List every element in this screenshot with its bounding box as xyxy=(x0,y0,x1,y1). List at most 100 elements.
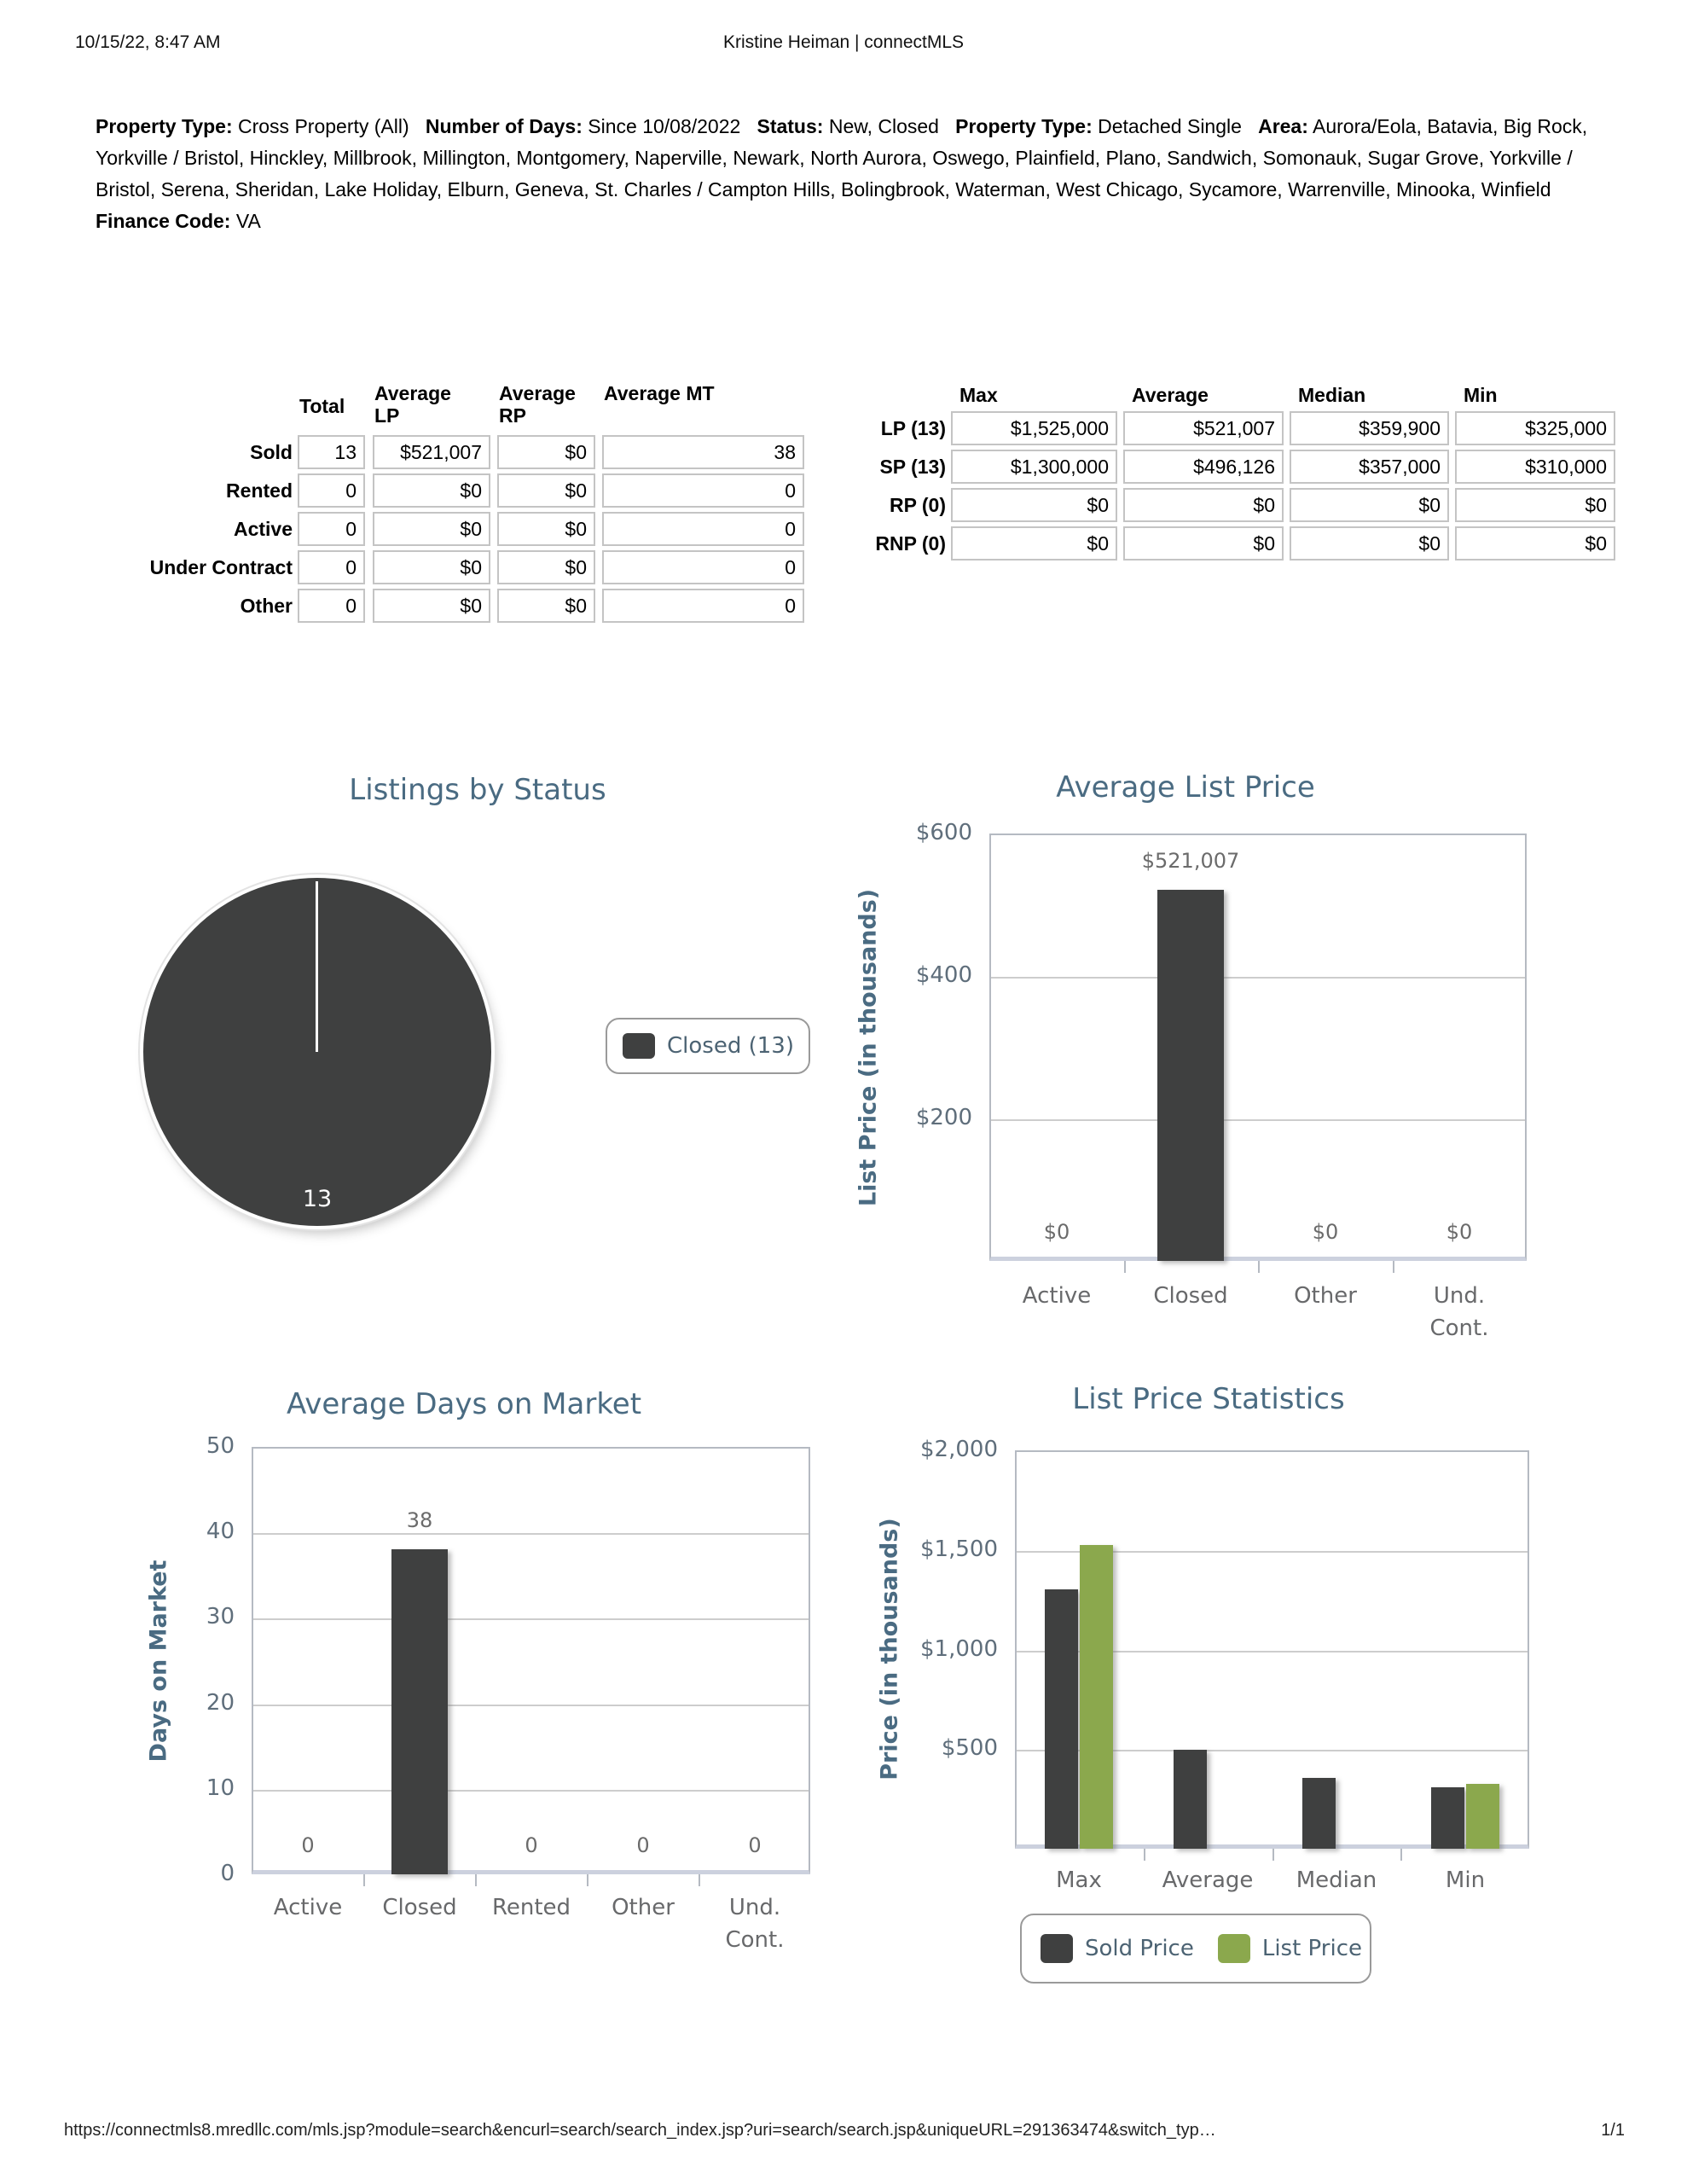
pie-slice-divider xyxy=(316,881,318,1052)
table-cell: 0 xyxy=(298,512,365,546)
column-header: Average MT xyxy=(604,382,715,404)
x-category-label: Closed xyxy=(382,1895,457,1920)
x-axis-tick xyxy=(1144,1849,1145,1861)
x-category-label: Other xyxy=(612,1895,675,1920)
table-cell: $0 xyxy=(497,589,595,623)
table-cell: $521,007 xyxy=(373,435,490,469)
table-cell: $521,007 xyxy=(1123,411,1284,445)
y-tick-label: 20 xyxy=(206,1690,235,1716)
table-cell: $0 xyxy=(1290,526,1449,561)
table-cell: $0 xyxy=(951,488,1117,522)
table-row-label: SP (13) xyxy=(879,456,946,478)
y-tick-label: $2,000 xyxy=(920,1437,998,1462)
bar-value-label: 0 xyxy=(748,1833,762,1857)
table-cell: $0 xyxy=(373,512,490,546)
x-category-label: Min xyxy=(1445,1867,1486,1893)
x-axis-tick xyxy=(1258,1261,1260,1273)
column-header: Min xyxy=(1464,384,1498,406)
x-axis-tick xyxy=(1400,1849,1402,1861)
gridline-200 xyxy=(991,1119,1525,1121)
y-tick-label: 0 xyxy=(220,1861,235,1886)
footer-url: https://connectmls8.mredllc.com/mls.jsp?… xyxy=(64,2121,1216,2140)
x-category-label: Und. Cont. xyxy=(725,1895,785,1953)
criteria-label: Property Type: xyxy=(96,115,233,137)
table-cell: 0 xyxy=(298,550,365,584)
bar-sold-price-2 xyxy=(1302,1778,1336,1849)
table-cell: $1,300,000 xyxy=(951,450,1117,484)
sold-price-legend-label: Sold Price xyxy=(1085,1936,1194,1961)
y-tick-label: $1,500 xyxy=(920,1536,998,1562)
criteria-value: Cross Property (All) xyxy=(232,115,426,137)
table-cell: 38 xyxy=(602,435,804,469)
table-cell: $0 xyxy=(497,473,595,508)
list-price-legend-label: List Price xyxy=(1261,1936,1362,1961)
table-cell: $0 xyxy=(1123,488,1284,522)
column-header: Average xyxy=(1132,384,1209,406)
table-cell: 13 xyxy=(298,435,365,469)
table-cell: $0 xyxy=(373,589,490,623)
x-axis-tick xyxy=(1124,1261,1126,1273)
criteria-label: Finance Code: xyxy=(96,210,231,232)
column-header: Total xyxy=(299,395,345,417)
adom-chart-title: Average Days on Market xyxy=(286,1387,642,1421)
table-cell: $0 xyxy=(497,435,595,469)
table-row-label: Rented xyxy=(226,479,293,502)
y-tick-label: $1,000 xyxy=(920,1636,998,1662)
bar-values-1 xyxy=(1157,890,1224,1261)
table-cell: $0 xyxy=(951,526,1117,561)
table-cell: 0 xyxy=(602,512,804,546)
table-row-label: Active xyxy=(233,518,293,540)
y-tick-label: 10 xyxy=(206,1775,235,1801)
table-cell: $0 xyxy=(1455,488,1615,522)
gridline-1500 xyxy=(1017,1551,1528,1553)
table-cell: $0 xyxy=(497,512,595,546)
table-row-label: Sold xyxy=(250,441,293,463)
gridline-30 xyxy=(253,1618,809,1620)
y-tick-label: $400 xyxy=(915,962,972,988)
x-axis-tick xyxy=(1272,1849,1274,1861)
table-cell: 0 xyxy=(298,589,365,623)
column-header: Median xyxy=(1298,384,1366,406)
y-tick-label: 40 xyxy=(206,1519,235,1544)
table-cell: 0 xyxy=(602,473,804,508)
x-axis-tick xyxy=(587,1874,588,1886)
table-cell: $0 xyxy=(1455,526,1615,561)
criteria-label: Status: xyxy=(757,115,824,137)
x-category-label: Und. Cont. xyxy=(1429,1283,1489,1341)
closed-legend-swatch xyxy=(623,1033,655,1059)
table-row-label: RNP (0) xyxy=(875,532,946,555)
table-cell: $310,000 xyxy=(1455,450,1615,484)
bar-value-label: $0 xyxy=(1446,1220,1473,1244)
criteria-value: Since 10/08/2022 xyxy=(582,115,757,137)
bar-sold-price-0 xyxy=(1045,1589,1078,1849)
bar-value-label: 0 xyxy=(636,1833,650,1857)
header-title: Kristine Heiman | connectMLS xyxy=(722,32,965,52)
criteria-value: New, Closed xyxy=(823,115,956,137)
y-tick-label: 30 xyxy=(206,1604,235,1629)
x-axis-tick xyxy=(1393,1261,1394,1273)
table-cell: $0 xyxy=(497,550,595,584)
bar-value-label: $0 xyxy=(1043,1220,1070,1244)
bar-value-label: 38 xyxy=(406,1508,433,1532)
alp-y-axis-label: List Price (in thousands) xyxy=(855,888,882,1207)
x-category-label: Median xyxy=(1296,1867,1377,1893)
gridline-1000 xyxy=(1017,1651,1528,1653)
table-cell: 0 xyxy=(602,589,804,623)
x-axis-tick xyxy=(475,1874,477,1886)
table-cell: $496,126 xyxy=(1123,450,1284,484)
table-row-label: RP (0) xyxy=(889,494,946,516)
criteria-value: VA xyxy=(230,210,261,232)
x-category-label: Max xyxy=(1056,1867,1102,1893)
column-header: Average RP xyxy=(499,382,576,427)
table-cell: 0 xyxy=(298,473,365,508)
y-tick-label: $600 xyxy=(915,820,972,845)
alp-chart-title: Average List Price xyxy=(1056,770,1315,804)
adom-y-axis-label: Days on Market xyxy=(145,1560,172,1763)
pie-slice-value: 13 xyxy=(302,1186,333,1212)
bar-list-price-3 xyxy=(1466,1784,1499,1849)
gridline-500 xyxy=(1017,1750,1528,1751)
lps-chart-title: List Price Statistics xyxy=(1072,1382,1345,1416)
lps-legend: Sold Price List Price xyxy=(1020,1914,1371,1984)
gridline-20 xyxy=(253,1705,809,1706)
